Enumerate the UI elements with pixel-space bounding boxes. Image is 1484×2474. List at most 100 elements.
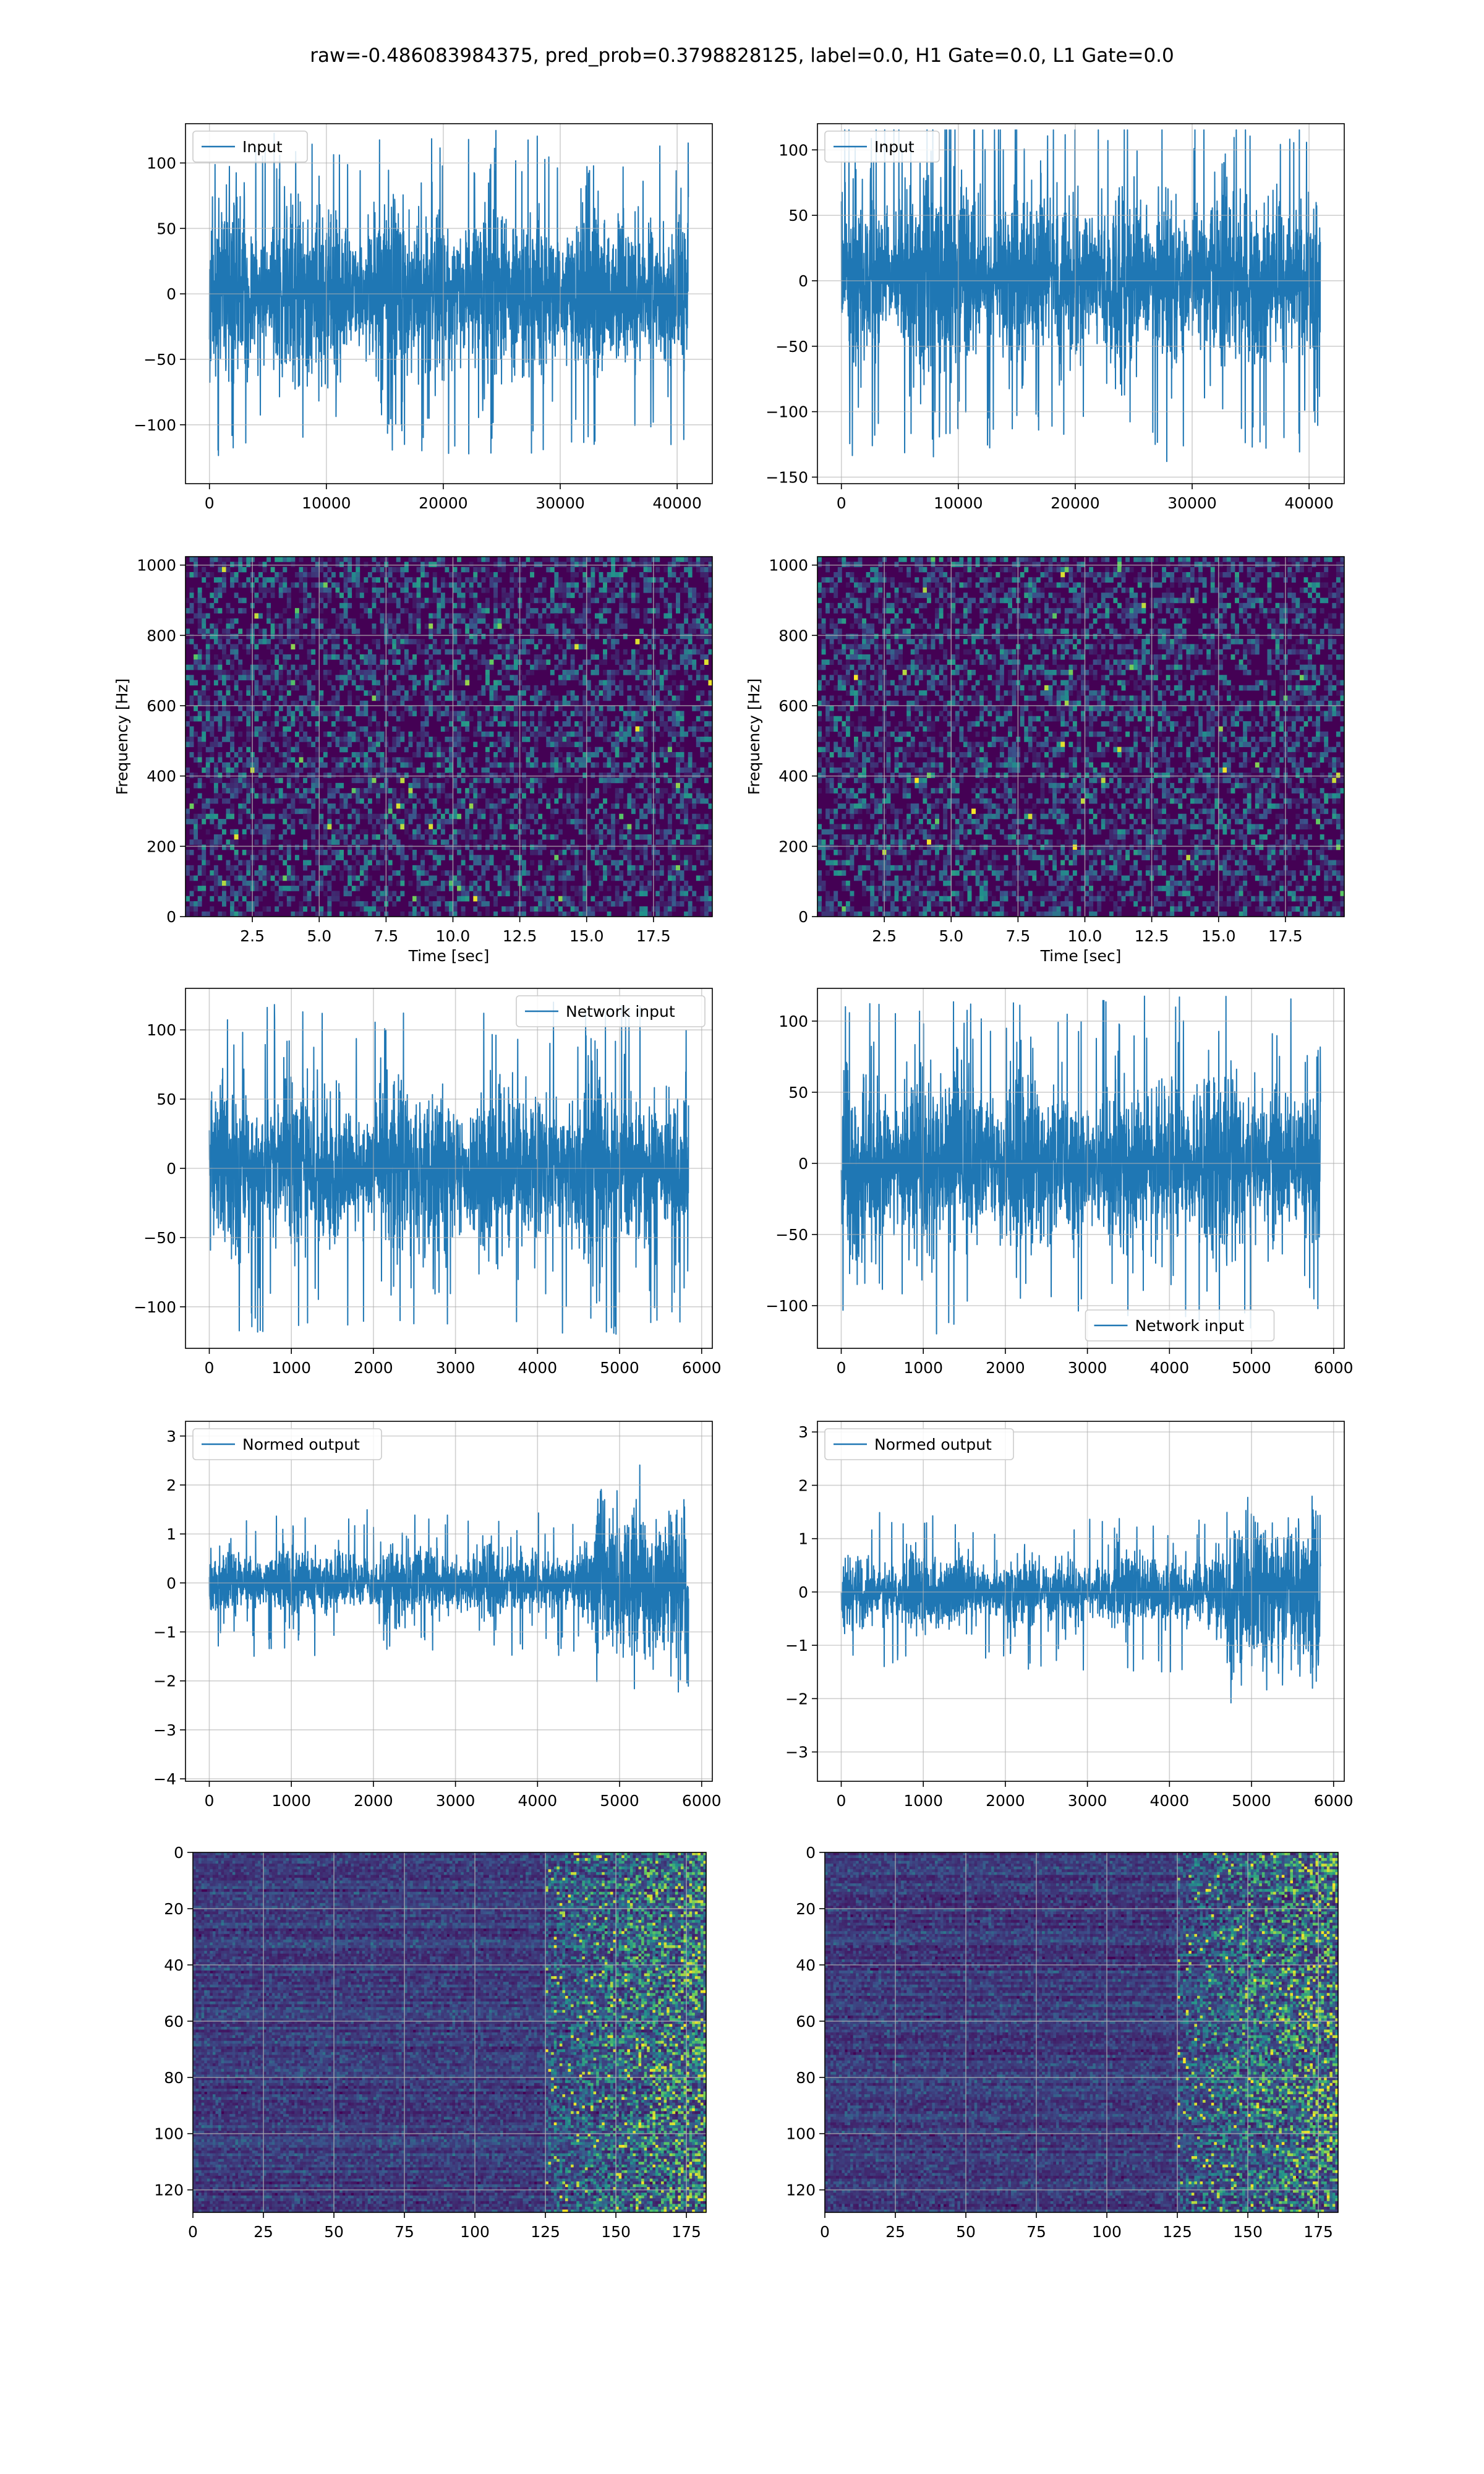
- heatmap-cell: [327, 788, 332, 794]
- heatmap-cell: [380, 849, 385, 855]
- heatmap-cell: [392, 773, 397, 778]
- heatmap-cell: [246, 824, 251, 830]
- y-tick-label: 0: [798, 272, 808, 290]
- heatmap-cell: [356, 737, 360, 742]
- heatmap-cell: [275, 577, 279, 583]
- heatmap-cell: [485, 664, 490, 670]
- heatmap-cell: [501, 737, 506, 742]
- heatmap-cell: [837, 571, 842, 578]
- heatmap-cell: [356, 896, 360, 902]
- heatmap-cell: [562, 602, 567, 609]
- heatmap-cell: [684, 880, 689, 886]
- heatmap-cell: [465, 587, 470, 593]
- heatmap-cell: [189, 602, 194, 609]
- heatmap-cell: [603, 855, 607, 860]
- heatmap-cell: [221, 675, 226, 680]
- heatmap-cell: [493, 808, 498, 815]
- heatmap-cell: [291, 618, 296, 624]
- heatmap-cell: [659, 711, 664, 717]
- heatmap-cell: [473, 896, 478, 902]
- heatmap-cell: [473, 886, 478, 891]
- heatmap-cell: [210, 819, 215, 824]
- heatmap-cell: [586, 685, 591, 691]
- heatmap-cell: [416, 597, 421, 604]
- heatmap-cell: [429, 711, 433, 717]
- heatmap-cell: [461, 777, 466, 784]
- heatmap-cell: [270, 690, 275, 696]
- heatmap-cell: [275, 654, 279, 660]
- heatmap-cell: [663, 685, 668, 691]
- heatmap-cell: [432, 639, 437, 644]
- heatmap-cell: [299, 721, 304, 727]
- heatmap-cell: [194, 567, 198, 573]
- heatmap-cell: [599, 819, 603, 824]
- heatmap-cell: [562, 675, 567, 680]
- heatmap-cell: [408, 737, 413, 742]
- heatmap-cell: [672, 865, 676, 871]
- heatmap-cell: [842, 742, 846, 748]
- heatmap-cell: [262, 793, 267, 799]
- heatmap-cell: [270, 742, 275, 748]
- heatmap-cell: [842, 803, 846, 809]
- heatmap-cell: [586, 577, 591, 583]
- heatmap-cell: [680, 870, 684, 876]
- heatmap-cell: [315, 782, 320, 789]
- heatmap-cell: [343, 567, 348, 573]
- heatmap-cell: [283, 664, 288, 670]
- heatmap-cell: [473, 628, 478, 635]
- heatmap-cell: [619, 860, 624, 866]
- heatmap-cell: [526, 608, 531, 614]
- heatmap-cell: [291, 808, 296, 815]
- heatmap-cell: [497, 680, 502, 686]
- heatmap-cell: [420, 767, 425, 773]
- heatmap-cell: [655, 587, 660, 593]
- heatmap-cell: [688, 767, 693, 773]
- heatmap-cell: [505, 886, 510, 891]
- heatmap-cell: [234, 839, 239, 845]
- heatmap-cell: [817, 901, 822, 907]
- heatmap-cell: [319, 849, 324, 855]
- heatmap-cell: [574, 788, 579, 794]
- heatmap-cell: [226, 721, 231, 727]
- heatmap-cell: [303, 808, 308, 815]
- heatmap-cell: [607, 855, 612, 860]
- heatmap-cell: [437, 793, 441, 799]
- heatmap-cell: [262, 731, 267, 737]
- heatmap-cell: [493, 582, 498, 588]
- heatmap-cell: [189, 849, 194, 855]
- heatmap-cell: [619, 664, 624, 670]
- heatmap-cell: [582, 751, 587, 758]
- heatmap-cell: [562, 623, 567, 629]
- heatmap-cell: [591, 597, 595, 604]
- heatmap-cell: [294, 773, 299, 778]
- heatmap-cell: [432, 680, 437, 686]
- heatmap-cell: [319, 906, 324, 912]
- heatmap-cell: [692, 731, 697, 737]
- heatmap-cell: [327, 567, 332, 573]
- heatmap-cell: [221, 577, 226, 583]
- heatmap-cell: [594, 623, 599, 629]
- heatmap-cell: [226, 839, 231, 845]
- heatmap-cell: [429, 613, 433, 619]
- heatmap-cell: [534, 911, 539, 917]
- heatmap-cell: [432, 669, 437, 675]
- heatmap-cell: [676, 880, 680, 886]
- heatmap-cell: [526, 782, 531, 789]
- heatmap-cell: [566, 628, 571, 635]
- heatmap-cell: [376, 751, 380, 758]
- heatmap-cell: [672, 664, 676, 670]
- heatmap-cell: [603, 639, 607, 644]
- heatmap-cell: [335, 695, 340, 701]
- heatmap-cell: [186, 906, 190, 912]
- heatmap-cell: [303, 695, 308, 701]
- heatmap-cell: [489, 695, 494, 701]
- heatmap-cell: [319, 813, 324, 820]
- heatmap-cell: [672, 849, 676, 855]
- heatmap-cell: [283, 793, 288, 799]
- heatmap-cell: [315, 567, 320, 573]
- heatmap-cell: [348, 654, 352, 660]
- heatmap-cell: [303, 880, 308, 886]
- heatmap-cell: [639, 644, 644, 650]
- heatmap-cell: [530, 906, 535, 912]
- heatmap-cell: [845, 901, 850, 907]
